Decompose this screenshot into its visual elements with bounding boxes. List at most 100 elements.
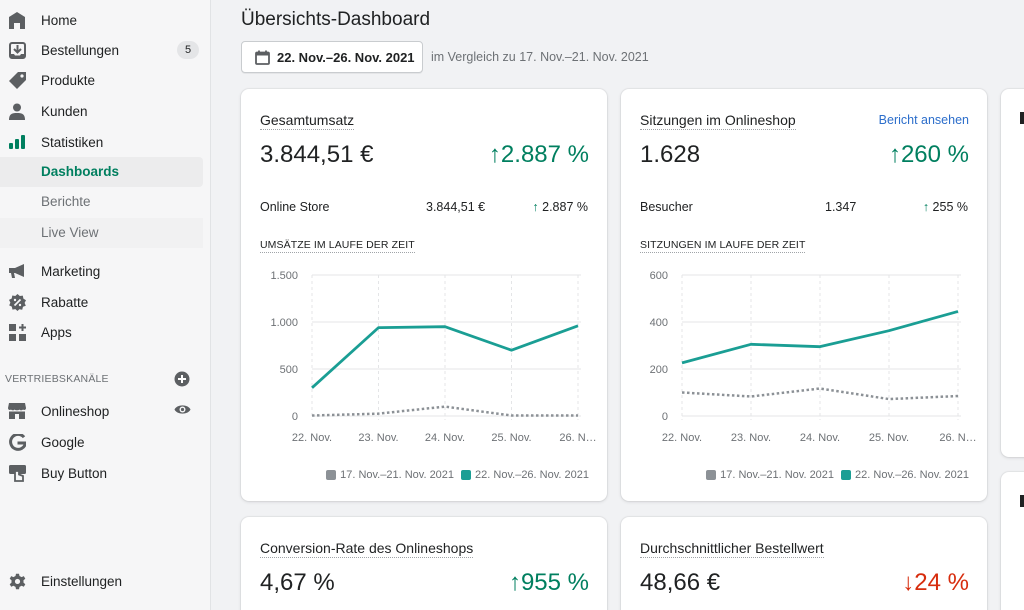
legend-item-current[interactable]: 22. Nov.–26. Nov. 2021: [461, 469, 589, 481]
sidebar-item-analytics[interactable]: Statistiken: [0, 127, 203, 157]
analytics-icon: [8, 133, 26, 151]
sessions-over-time-chart: 0 200 400 600 22. Nov. 23. Nov. 24. Nov. 25. No…: [650, 270, 977, 444]
x-tick-label: 23. Nov.: [731, 432, 771, 444]
sidebar-item-label: Google: [41, 434, 85, 450]
apps-icon: [8, 323, 26, 341]
megaphone-icon: [8, 262, 26, 280]
legend-swatch: [841, 470, 852, 480]
gear-icon: [8, 572, 26, 590]
sidebar-subitem-live-view[interactable]: Live View: [0, 218, 203, 248]
date-range-label: 22. Nov.–26. Nov. 2021: [277, 50, 415, 65]
x-tick-label: 26. N…: [939, 432, 976, 444]
sidebar-item-label: Bestellungen: [41, 42, 120, 58]
conversion-rate-delta: ↑955 %: [508, 569, 589, 596]
eye-icon: [174, 405, 191, 414]
breakdown-delta: ↑ 255 %: [923, 200, 968, 214]
legend-swatch: [461, 470, 472, 480]
sidebar-item-label: Marketing: [41, 263, 101, 279]
x-tick-label: 23. Nov.: [358, 432, 398, 444]
sales-over-time-chart: 0 500 1.000 1.500 22. Nov. 23. Nov. 24. Nov. 25…: [270, 270, 596, 444]
legend-swatch: [706, 470, 717, 480]
sidebar-subitem-reports[interactable]: Berichte: [0, 187, 203, 217]
discount-icon: [8, 293, 26, 311]
legend-item-current[interactable]: 22. Nov.–26. Nov. 2021: [841, 469, 969, 481]
sessions-value: 1.628: [640, 141, 701, 168]
add-sales-channel-button[interactable]: [174, 371, 190, 387]
partial-card-right-bottom: [1001, 472, 1024, 610]
legend-label: 17. Nov.–21. Nov. 2021: [340, 469, 455, 481]
sidebar-item-customers[interactable]: Kunden: [0, 96, 203, 126]
sidebar-item-google[interactable]: Google: [0, 427, 203, 457]
x-tick-label: 22. Nov.: [292, 432, 332, 444]
breakdown-value: 3.844,51 €: [426, 200, 486, 214]
x-tick-label: 24. Nov.: [800, 432, 840, 444]
x-tick-label: 24. Nov.: [425, 432, 465, 444]
sidebar-item-discounts[interactable]: Rabatte: [0, 287, 203, 317]
conversion-rate-value: 4,67 %: [260, 569, 335, 596]
sidebar-item-products[interactable]: Produkte: [0, 65, 203, 95]
chart-title[interactable]: SITZUNGEN IM LAUFE DER ZEIT: [640, 239, 806, 253]
y-tick-label: 0: [662, 411, 668, 423]
total-sales-delta: ↑2.887 %: [488, 141, 589, 168]
tag-icon: [8, 71, 26, 89]
orders-count-badge: 5: [177, 41, 199, 59]
calendar-icon: [255, 50, 270, 70]
average-order-value-card: Durchschnittlicher Bestellwert 48,66 € ↓…: [621, 517, 987, 610]
sidebar-item-label: Apps: [41, 324, 72, 340]
series-line-previous: [681, 387, 959, 401]
sidebar: Home Bestellungen 5 Produkte Kunden Stat…: [0, 0, 211, 610]
chart-title[interactable]: UMSÄTZE IM LAUFE DER ZEIT: [260, 239, 415, 253]
card-title[interactable]: Gesamtumsatz: [260, 112, 355, 130]
y-tick-label: 1.500: [270, 270, 298, 282]
legend-item-previous[interactable]: 17. Nov.–21. Nov. 2021: [326, 469, 454, 481]
x-tick-label: 25. Nov.: [869, 432, 909, 444]
sidebar-item-marketing[interactable]: Marketing: [0, 256, 203, 286]
chart-legend: 17. Nov.–21. Nov. 2021 22. Nov.–26. Nov.…: [319, 469, 589, 481]
sidebar-item-label: Statistiken: [41, 134, 104, 150]
y-tick-label: 1.000: [270, 317, 298, 329]
conversion-rate-card: Conversion-Rate des Onlineshops 4,67 % ↑…: [241, 517, 607, 610]
sidebar-item-online-store[interactable]: Onlineshop: [0, 396, 203, 426]
sidebar-item-buy-button[interactable]: Buy Button: [0, 458, 203, 488]
y-tick-label: 0: [292, 411, 298, 423]
card-title[interactable]: Conversion-Rate des Onlineshops: [260, 540, 474, 558]
view-online-store-button[interactable]: [174, 403, 191, 416]
plus-circle-icon: [174, 371, 190, 387]
x-tick-label: 25. Nov.: [491, 432, 531, 444]
y-tick-label: 600: [650, 270, 668, 282]
sidebar-subitem-dashboards[interactable]: Dashboards: [0, 157, 203, 187]
legend-item-previous[interactable]: 17. Nov.–21. Nov. 2021: [706, 469, 834, 481]
total-sales-card: Gesamtumsatz 3.844,51 € ↑2.887 % Online …: [241, 89, 607, 501]
card-title[interactable]: Sitzungen im Onlineshop: [640, 112, 796, 130]
y-tick-label: 400: [650, 317, 668, 329]
average-order-value: 48,66 €: [640, 569, 721, 596]
sessions-delta: ↑260 %: [888, 141, 969, 168]
sidebar-item-label: Rabatte: [41, 294, 89, 310]
sidebar-item-orders[interactable]: Bestellungen 5: [0, 35, 203, 65]
legend-label: 17. Nov.–21. Nov. 2021: [720, 469, 835, 481]
legend-swatch: [326, 470, 337, 480]
chart-legend: 17. Nov.–21. Nov. 2021 22. Nov.–26. Nov.…: [699, 469, 969, 481]
sales-channels-heading: VERTRIEBSKANÄLE: [5, 373, 109, 385]
series-line-current: [681, 310, 959, 365]
card-title[interactable]: Durchschnittlicher Bestellwert: [640, 540, 824, 558]
breakdown-delta-value: 2.887 %: [542, 200, 588, 214]
person-icon: [8, 102, 26, 120]
total-sales-value: 3.844,51 €: [260, 141, 374, 168]
date-range-picker-button[interactable]: 22. Nov.–26. Nov. 2021: [241, 41, 423, 73]
sidebar-item-label: Produkte: [41, 72, 96, 88]
partial-card-right-top: [1001, 89, 1024, 457]
sidebar-subitem-label: Dashboards: [41, 164, 120, 179]
x-tick-label: 22. Nov.: [662, 432, 702, 444]
page-title: Übersichts-Dashboard: [241, 9, 431, 30]
sidebar-subitem-label: Live View: [41, 225, 99, 240]
sidebar-item-home[interactable]: Home: [0, 5, 203, 35]
google-icon: [8, 433, 26, 451]
sidebar-item-label: Einstellungen: [41, 573, 123, 589]
sidebar-item-apps[interactable]: Apps: [0, 317, 203, 347]
breakdown-value: 1.347: [825, 200, 857, 214]
y-tick-label: 500: [280, 364, 298, 376]
sidebar-item-settings[interactable]: Einstellungen: [0, 566, 203, 596]
view-report-link[interactable]: Bericht ansehen: [878, 113, 969, 127]
breakdown-delta-value: 255 %: [932, 200, 968, 214]
